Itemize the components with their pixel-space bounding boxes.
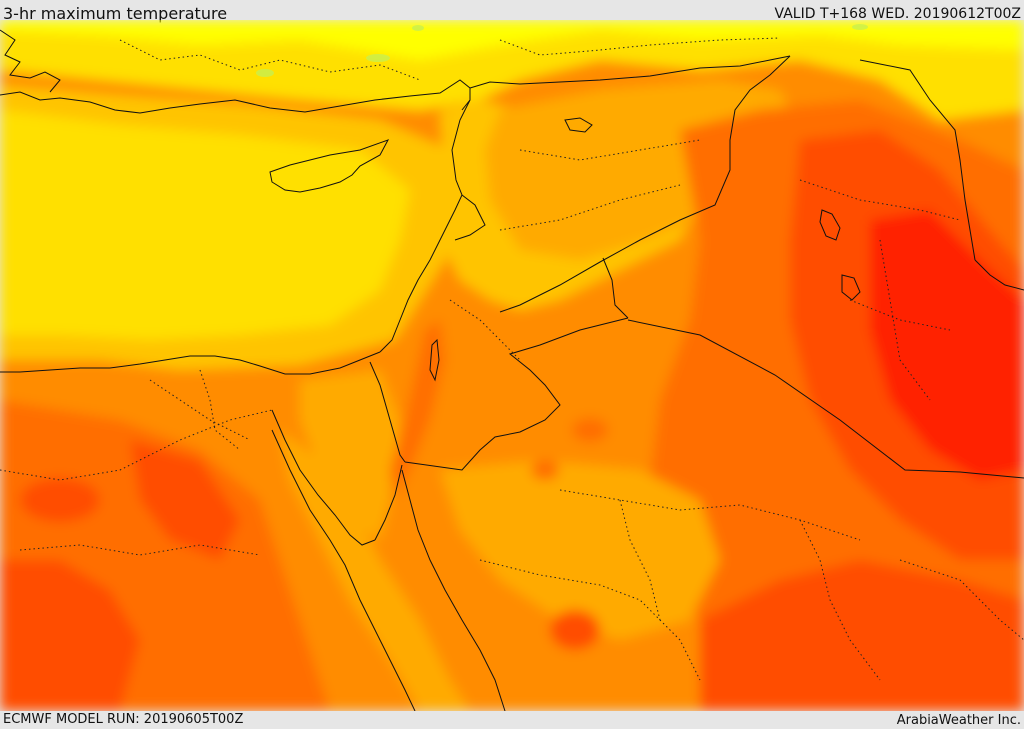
turkey-west-coast [0, 29, 61, 93]
levant-coast [379, 99, 471, 353]
gulf-coast [974, 259, 1024, 291]
lake-tharthar [819, 209, 841, 241]
admin-saudi-2 [479, 559, 701, 681]
dead-sea [429, 338, 440, 382]
field-pocket-2 [572, 418, 608, 442]
green-patch-4 [852, 24, 868, 30]
coastlines [0, 29, 1024, 711]
admin-syria [519, 139, 701, 161]
turkey-syria-border [469, 55, 791, 89]
field-red-sea [280, 430, 470, 711]
iraq-iran-border [859, 59, 976, 261]
jordan-saudi-border [404, 317, 629, 471]
egypt-north-coast [0, 351, 381, 375]
green-patch-1 [256, 69, 274, 77]
admin-saudi-1 [559, 489, 861, 541]
field-south-red [700, 560, 1024, 711]
syria-iraq-border [499, 55, 791, 313]
field-north-belt [0, 20, 1024, 120]
admin-egypt-1 [0, 409, 273, 481]
field-egypt-deep [0, 560, 140, 711]
suez-gulf-coast [271, 409, 376, 546]
field-sinai [300, 370, 400, 540]
credit-label: ArabiaWeather Inc. [896, 713, 1021, 728]
admin-turkey-1 [119, 39, 421, 81]
field-pocket-1 [550, 610, 600, 650]
admin-jordan [449, 299, 521, 361]
red-sea-west-coast [271, 429, 416, 711]
field-rift [390, 320, 445, 500]
lake-razzaza [841, 274, 861, 301]
field-sea-inner [0, 110, 410, 340]
aqaba-gulf-coast [374, 464, 403, 541]
valid-time-label: VALID T+168 WED. 20190612T00Z [774, 6, 1021, 22]
temperature-field [0, 20, 1024, 711]
red-sea-east-coast [401, 469, 506, 711]
syria-lebanon-border [454, 194, 486, 241]
temperature-map[interactable] [0, 20, 1024, 711]
admin-egypt-3 [149, 379, 251, 441]
model-run-label: ECMWF MODEL RUN: 20190605T00Z [3, 712, 244, 727]
cyprus-coast [269, 139, 390, 193]
admin-saudi-3 [619, 499, 661, 621]
admin-iraq-3 [879, 239, 931, 401]
green-patch-3 [412, 25, 424, 31]
cool-patches [256, 24, 868, 77]
field-north-bright [0, 20, 1024, 60]
field-pocket-4 [20, 478, 100, 522]
field-pocket-3 [531, 460, 559, 480]
lake-assad [564, 117, 593, 133]
field-iraq-hot [870, 210, 1024, 480]
header-bar: 3-hr maximum temperature VALID T+168 WED… [0, 0, 1024, 23]
admin-boundaries [0, 37, 1024, 681]
iraq-saudi-border [627, 319, 1024, 479]
map-svg [0, 20, 1024, 711]
borders [369, 55, 1024, 479]
turkey-south-coast [0, 79, 471, 114]
admin-saudi-5 [899, 559, 1024, 641]
jordan-iraq-border [602, 257, 629, 319]
egypt-israel-border [369, 361, 406, 463]
green-patch-2 [366, 54, 390, 62]
map-title: 3-hr maximum temperature [3, 4, 228, 23]
admin-iraq-1 [799, 179, 961, 221]
field-egypt-band [130, 440, 240, 560]
footer-bar: ECMWF MODEL RUN: 20190605T00Z ArabiaWeat… [0, 711, 1024, 729]
admin-saudi-4 [799, 519, 881, 681]
